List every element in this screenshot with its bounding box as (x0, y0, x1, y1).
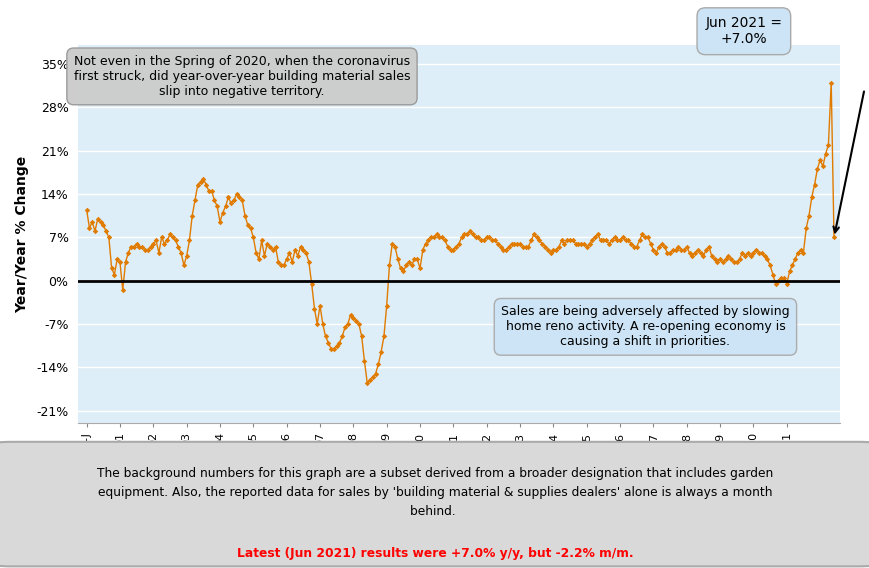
FancyBboxPatch shape (0, 442, 869, 566)
Text: Jun 2021 =
+7.0%: Jun 2021 = +7.0% (705, 16, 781, 47)
Text: Sales are being adversely affected by slowing
home reno activity. A re-opening e: Sales are being adversely affected by sl… (501, 306, 789, 348)
Text: Not even in the Spring of 2020, when the coronavirus
first struck, did year-over: Not even in the Spring of 2020, when the… (74, 55, 410, 98)
Text: The background numbers for this graph are a subset derived from a broader design: The background numbers for this graph ar… (96, 467, 773, 519)
X-axis label: Year & Month: Year & Month (401, 462, 516, 477)
Text: Latest (Jun 2021) results were +7.0% y/y, but -2.2% m/m.: Latest (Jun 2021) results were +7.0% y/y… (236, 547, 633, 560)
Y-axis label: Year/Year % Change: Year/Year % Change (16, 156, 30, 313)
